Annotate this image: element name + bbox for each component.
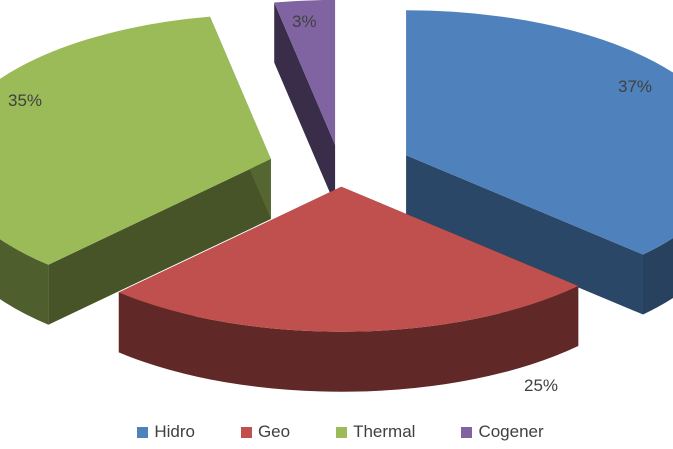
pie-slice-geo [118,186,579,392]
legend-item-hidro: Hidro [137,422,195,442]
pie-slice-geo-side [118,285,579,392]
pie-slice-cogener [274,0,336,205]
data-label-cogener: 3% [292,12,317,31]
pie-slice-thermal-top [0,16,271,265]
legend-item-cogener: Cogener [461,422,544,442]
chart-legend: Hidro Geo Thermal Cogener [0,421,673,443]
pie-slice-thermal [0,16,271,325]
data-label-geo: 25% [524,376,558,395]
pie-slices [0,0,673,392]
pie-slice-cogener-cut-wall [274,2,336,205]
legend-swatch-hidro [137,426,149,438]
legend-swatch-cogener [461,426,473,438]
legend-label-thermal: Thermal [353,422,416,441]
pie-slice-thermal-side [0,239,49,325]
legend-item-geo: Geo [240,422,291,442]
legend-swatch-thermal [336,426,348,438]
pie-slice-hidro-top [406,10,673,255]
legend-label-cogener: Cogener [478,422,544,441]
data-label-thermal: 35% [8,91,42,110]
pie-slice-thermal-cut-wall [48,159,271,325]
pie-slice-hidro [406,10,673,315]
legend-swatch-geo [240,426,252,438]
pie-data-labels: 37% 25% 35% 3% [8,12,652,395]
legend-item-thermal: Thermal [336,422,415,442]
data-label-hidro: 37% [618,77,652,96]
pie-slice-hidro-side [642,237,673,315]
legend-label-hidro: Hidro [154,422,195,441]
legend-label-geo: Geo [257,422,291,441]
pie-slice-hidro-cut-wall [406,155,643,315]
pie-slice-cogener-top [274,0,336,145]
pie-slice-geo-top [118,186,579,332]
